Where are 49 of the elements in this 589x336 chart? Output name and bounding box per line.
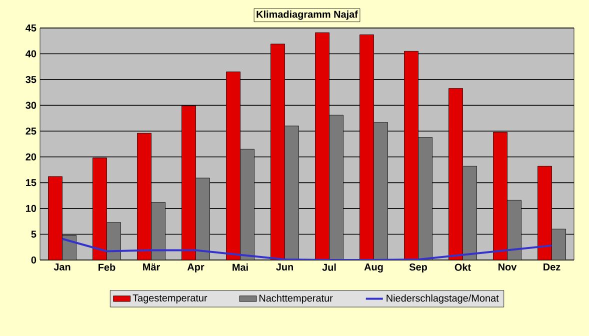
- bar: [493, 132, 508, 260]
- bar: [48, 176, 62, 260]
- x-tick-label: Okt: [454, 264, 471, 271]
- bar: [137, 132, 152, 260]
- x-tick-label: Dez: [544, 264, 560, 270]
- y-tick-label: 45: [26, 24, 36, 32]
- y-tick-label: 30: [26, 102, 36, 109]
- bar: [182, 106, 196, 260]
- bar: [315, 32, 330, 260]
- bar: [374, 122, 388, 260]
- y-tick-label: 5: [31, 230, 36, 238]
- bar: [284, 126, 299, 260]
- x-tick-label: Feb: [98, 264, 116, 271]
- x-tick-label: Apr: [187, 264, 204, 272]
- y-tick-label: 40: [26, 50, 36, 58]
- bar: [270, 44, 285, 260]
- x-tick-label: Jun: [276, 264, 293, 270]
- bar: [196, 178, 210, 260]
- x-tick-label: Mai: [232, 264, 248, 271]
- bar: [329, 114, 344, 260]
- bar: [92, 158, 107, 260]
- x-tick-label: Nov: [498, 264, 517, 270]
- bar: [404, 51, 418, 260]
- y-tick-label: 35: [26, 76, 36, 84]
- y-tick-label: 20: [26, 153, 36, 160]
- bar: [360, 34, 374, 260]
- legend-label: Nachttemperatur: [260, 294, 333, 304]
- legend-label: Niederschlagstage/Monat: [386, 294, 499, 304]
- bar: [418, 137, 432, 260]
- bar: [462, 166, 477, 260]
- bar: [240, 149, 254, 260]
- bar: [226, 72, 240, 260]
- legend-label: Tagestemperatur: [132, 294, 208, 304]
- bar: [448, 88, 463, 260]
- x-tick-label: Jan: [54, 264, 70, 270]
- bar: [151, 202, 166, 260]
- x-tick-label: Sep: [409, 264, 427, 273]
- bar: [106, 222, 121, 260]
- bar: [507, 200, 522, 260]
- y-tick-label: 0: [31, 256, 36, 264]
- bar: [552, 228, 566, 260]
- y-tick-label: 10: [26, 204, 36, 212]
- x-tick-label: Mär: [143, 264, 160, 271]
- x-tick-label: Aug: [364, 264, 383, 272]
- y-tick-label: 25: [26, 128, 36, 135]
- x-tick-label: Jul: [322, 264, 336, 271]
- chart-title: Klimadiagramm Najaf: [256, 10, 358, 20]
- y-tick-label: 15: [26, 179, 36, 186]
- bar: [538, 166, 552, 260]
